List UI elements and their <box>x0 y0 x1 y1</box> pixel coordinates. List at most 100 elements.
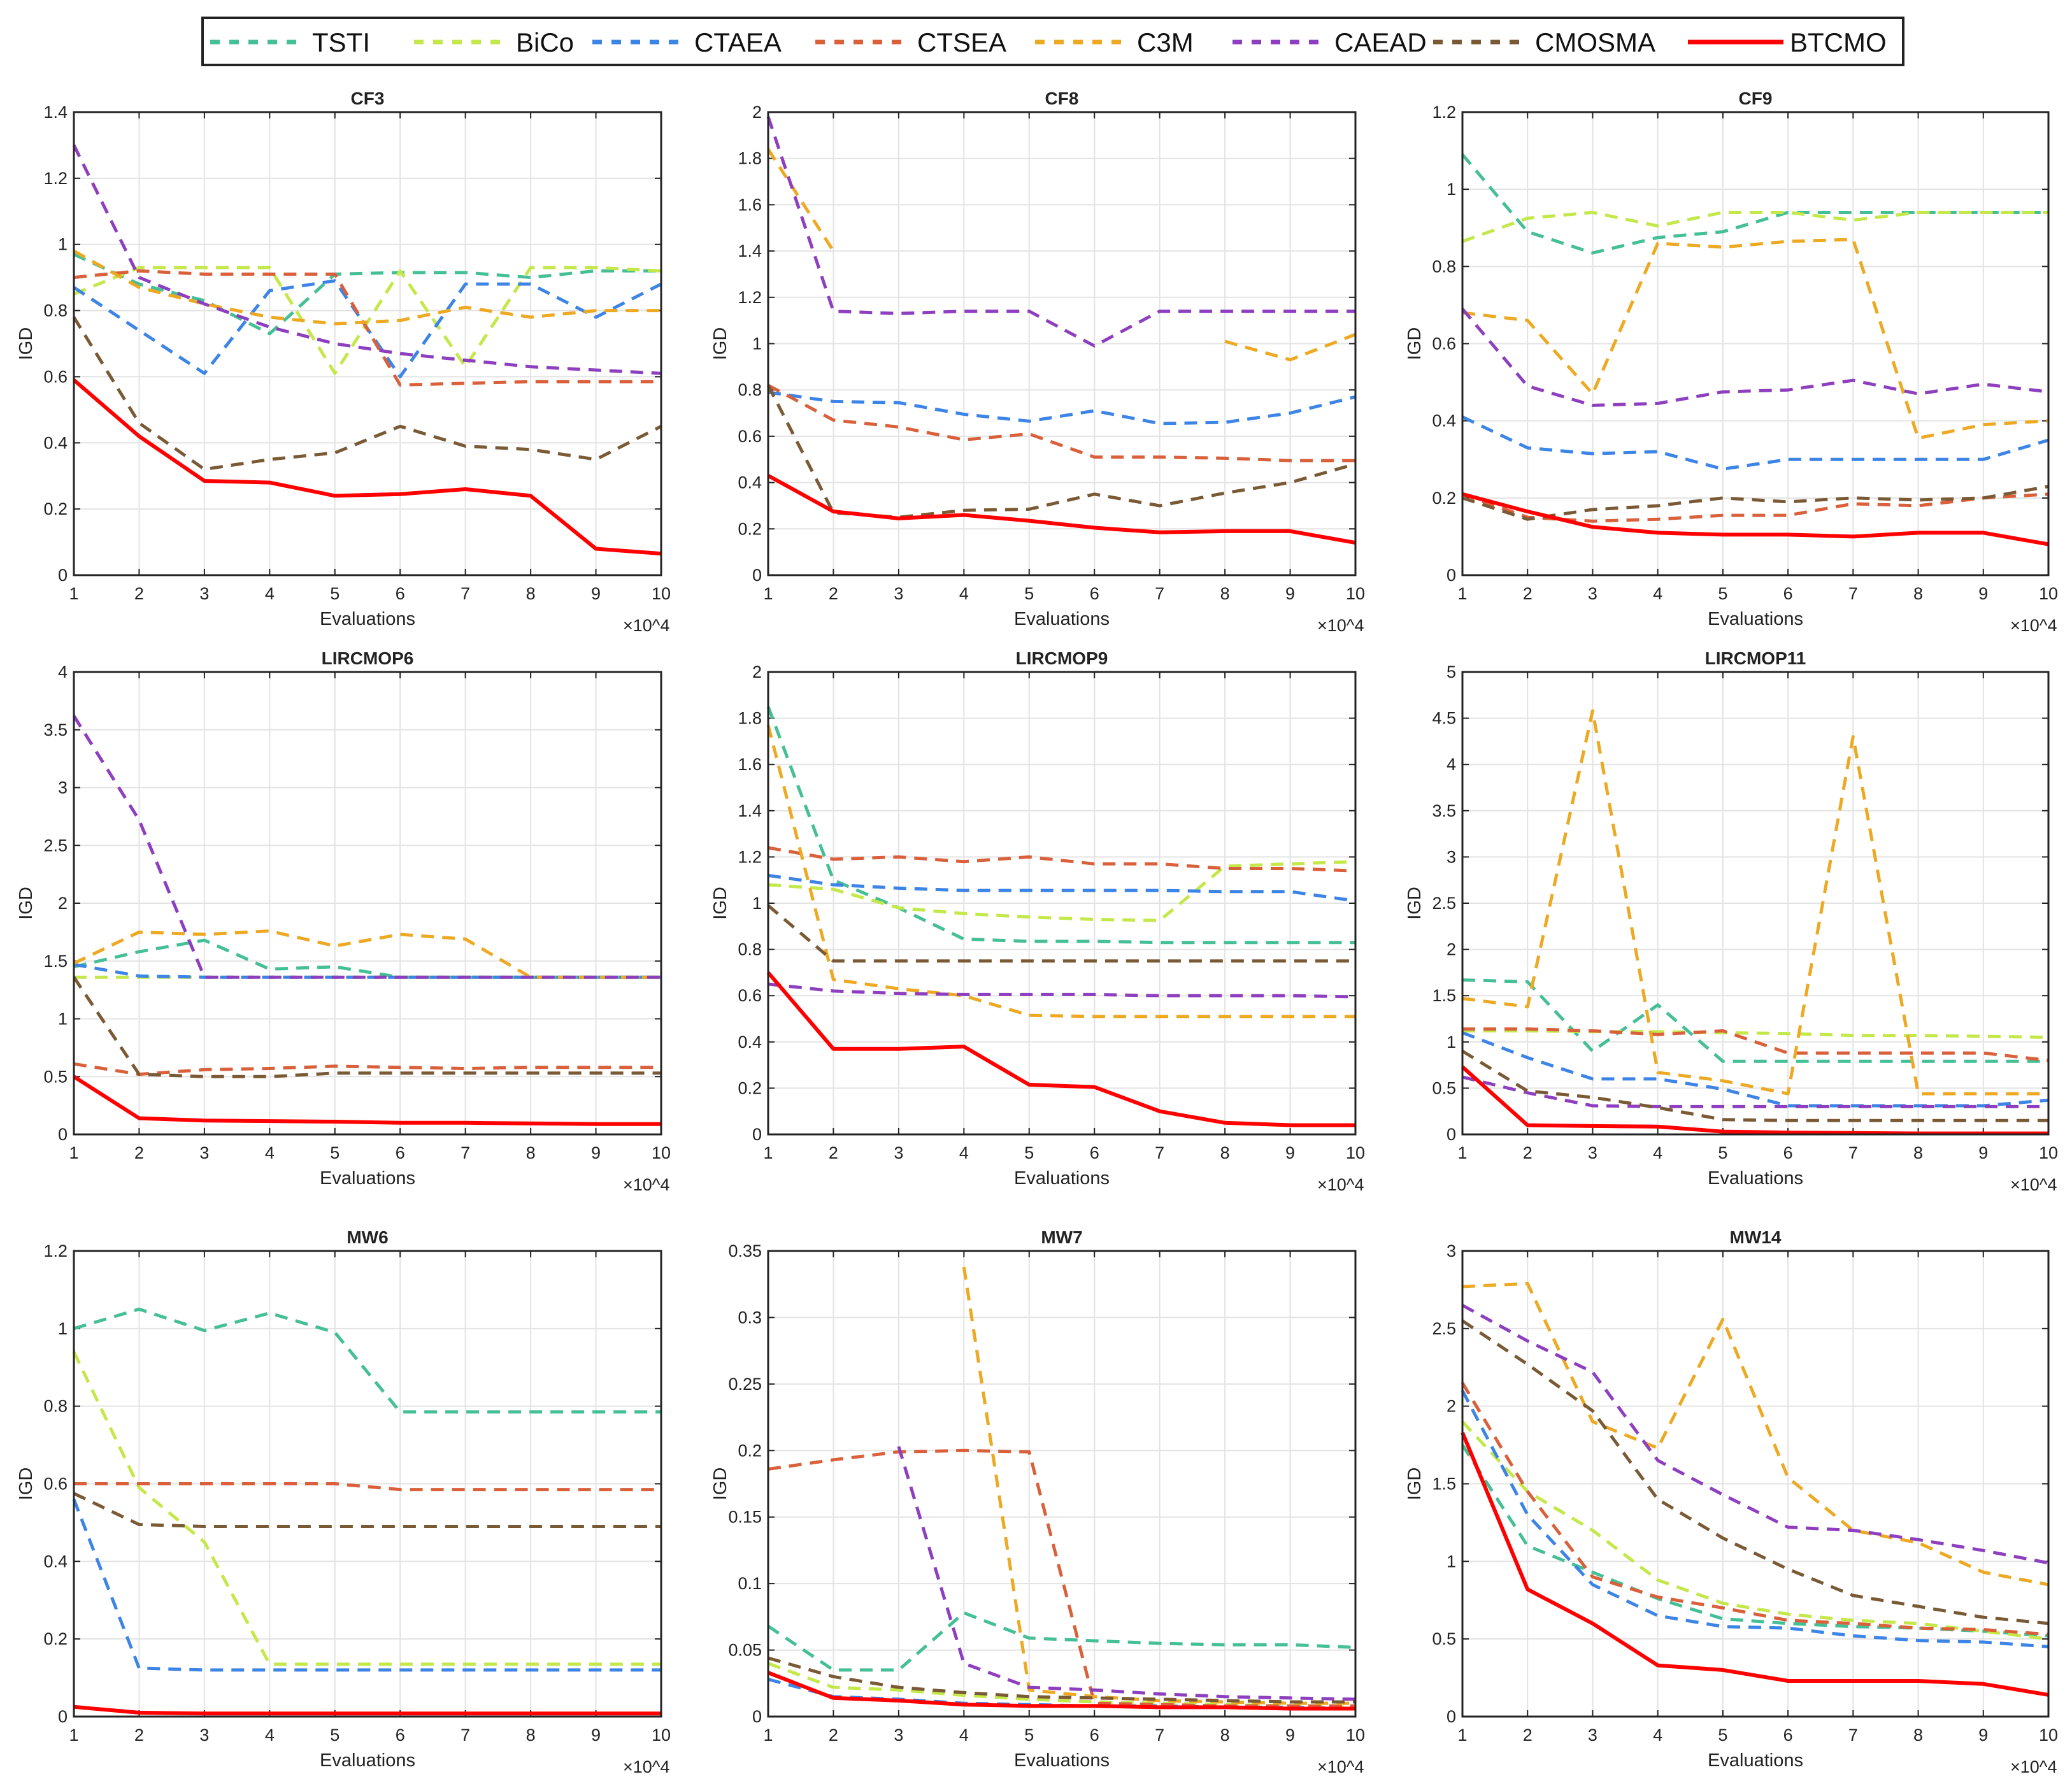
series-line-caead <box>72 715 661 979</box>
axes-box <box>767 1250 1357 1718</box>
x-tick-label: 5 <box>330 584 339 603</box>
x-tick-label: 5 <box>330 1725 339 1745</box>
y-tick-label: 0.1 <box>738 1574 762 1593</box>
x-tick-label: 6 <box>1783 584 1793 603</box>
y-tick-label: 0.4 <box>43 1552 68 1571</box>
legend-entry-cmosma: CMOSMA <box>1433 27 1655 57</box>
series-line-cmosma <box>72 316 662 471</box>
y-tick-label: 1.8 <box>738 149 762 168</box>
subplot-cf3: 1 2 3 4 5 6 7 8 9 10 0 0.2 0.4 0.6 0.8 1 1.2 1.4 CF3 Evalua… <box>16 89 671 635</box>
y-axis-label: IGD <box>1404 1468 1425 1501</box>
x-tick-label: 8 <box>526 1143 536 1162</box>
x-tick-label: 2 <box>1523 584 1533 603</box>
subplot-title: CF8 <box>1045 89 1079 108</box>
x-tick-label: 9 <box>1978 584 1988 603</box>
y-tick-label: 2 <box>1447 1397 1456 1416</box>
y-tick-label: 1 <box>1447 180 1456 199</box>
y-tick-label: 0.15 <box>728 1508 762 1527</box>
x-tick-label: 3 <box>894 1143 903 1162</box>
x-tick-label: 6 <box>1783 1143 1793 1162</box>
y-tick-label: 4.5 <box>1432 709 1456 728</box>
series-line-tsti <box>73 938 661 979</box>
series-line-c3m <box>1462 238 2049 440</box>
y-tick-label: 3.5 <box>43 720 68 739</box>
x-tick-label: 1 <box>763 1143 773 1162</box>
x-tick-label: 7 <box>461 1725 470 1745</box>
x-axis-label: Evaluations <box>1708 1168 1803 1189</box>
series-line-ctsea <box>768 846 1356 873</box>
y-tick-label: 0 <box>1447 1707 1456 1726</box>
subplot-title: CF9 <box>1739 89 1773 108</box>
y-tick-label: 1.4 <box>43 103 68 122</box>
series-line-ctaea <box>1462 1031 2049 1108</box>
x-tick-label: 2 <box>134 1725 144 1745</box>
y-tick-label: 0.8 <box>43 301 68 320</box>
y-tick-label: 1.4 <box>738 801 762 820</box>
x-tick-label: 5 <box>1718 584 1727 603</box>
series-line-caead <box>1462 1075 2048 1108</box>
x-tick-label: 8 <box>1913 584 1923 603</box>
x-tick-label: 5 <box>1718 1725 1727 1745</box>
legend-entry-caead: CAEAD <box>1232 27 1427 57</box>
x-tick-label: 8 <box>1220 1725 1230 1745</box>
series-line-caead <box>1461 1304 2049 1565</box>
x-tick-label: 4 <box>959 584 969 603</box>
y-tick-label: 2.5 <box>1432 894 1456 913</box>
legend-entry-ctsea: CTSEA <box>815 27 1006 57</box>
y-tick-label: 0.8 <box>1432 257 1456 276</box>
x-tick-label: 6 <box>1090 584 1099 603</box>
axes-box <box>73 111 662 576</box>
series-line-cmosma <box>1462 485 2049 521</box>
series-line-btcmo <box>1462 492 2049 547</box>
x-tick-label: 10 <box>1346 1143 1365 1162</box>
series-line-btcmo <box>73 1075 661 1126</box>
series-line-cmosma <box>1461 1319 2049 1625</box>
x-tick-label: 9 <box>591 1725 601 1745</box>
series-line-c3m <box>73 249 661 325</box>
series-line-c3m <box>766 148 1356 362</box>
x-tick-label: 7 <box>1155 1143 1164 1162</box>
x-tick-label: 6 <box>1090 1725 1099 1745</box>
series-line-cmosma <box>73 1492 661 1528</box>
legend-label: CTAEA <box>694 27 782 57</box>
y-tick-label: 0 <box>58 566 68 585</box>
x-tick-label: 9 <box>1285 1143 1295 1162</box>
y-tick-label: 0.2 <box>738 1078 762 1097</box>
y-tick-label: 1.5 <box>1432 1475 1456 1494</box>
x-tick-label: 2 <box>134 584 144 603</box>
series-line-bico <box>72 1351 661 1666</box>
x-tick-label: 3 <box>1588 1143 1597 1162</box>
x-tick-label: 1 <box>763 584 773 603</box>
x-tick-label: 4 <box>1653 1725 1662 1745</box>
y-tick-label: 0.5 <box>43 1067 68 1086</box>
x-tick-label: 1 <box>69 1725 78 1745</box>
y-axis-label: IGD <box>16 327 36 361</box>
y-tick-label: 0.5 <box>1432 1629 1456 1648</box>
x-tick-label: 2 <box>829 1143 838 1162</box>
x-tick-label: 4 <box>265 1725 275 1745</box>
y-axis-label: IGD <box>1404 327 1425 361</box>
legend-label: TSTI <box>312 27 370 57</box>
series-line-bico <box>1462 211 2048 243</box>
x-tick-label: 4 <box>1653 584 1662 603</box>
subplot-title: MW7 <box>1041 1227 1082 1247</box>
series-line-c3m <box>1462 709 2048 1096</box>
y-tick-label: 1 <box>752 334 762 354</box>
y-tick-label: 1.2 <box>738 847 762 866</box>
x-tick-label: 1 <box>763 1725 773 1745</box>
x-multiplier-label: ×10^4 <box>1317 616 1364 635</box>
subplot-title: LIRCMOP9 <box>1016 648 1108 668</box>
series-line-btcmo <box>767 1671 1355 1711</box>
y-tick-label: 0.05 <box>728 1641 762 1660</box>
legend-label: C3M <box>1137 27 1194 57</box>
y-tick-label: 1 <box>58 1010 68 1029</box>
y-tick-label: 0 <box>752 1125 762 1144</box>
y-tick-label: 0.6 <box>1432 334 1456 354</box>
series-line-ctsea <box>1462 1027 2049 1062</box>
x-axis-label: Evaluations <box>320 1750 415 1771</box>
y-tick-label: 1.2 <box>43 1241 68 1261</box>
x-tick-label: 1 <box>1457 1143 1467 1162</box>
x-tick-label: 8 <box>1913 1143 1923 1162</box>
axes-box <box>73 671 662 1136</box>
